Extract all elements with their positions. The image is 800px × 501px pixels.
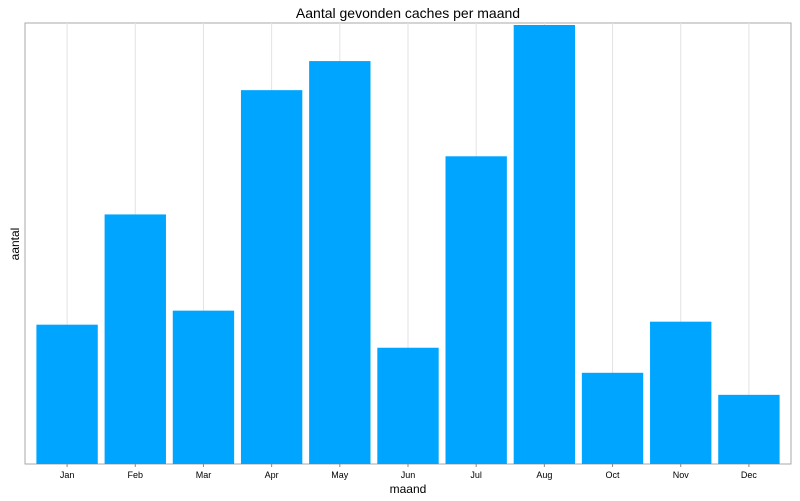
tick-label-nov: Nov [673, 470, 690, 480]
tick-label-apr: Apr [265, 470, 279, 480]
tick-label-jan: Jan [60, 470, 75, 480]
bar-oct [581, 372, 644, 464]
bar-nov [650, 321, 712, 464]
tick-label-aug: Aug [536, 470, 552, 480]
tick-label-mar: Mar [196, 470, 212, 480]
bar-aug [513, 25, 576, 464]
chart-title: Aantal gevonden caches per maand [296, 5, 520, 21]
y-axis-label: aantal [8, 228, 22, 261]
bar-may [309, 61, 371, 465]
bar-feb [104, 214, 166, 464]
tick-label-jul: Jul [470, 470, 482, 480]
tick-label-dec: Dec [741, 470, 758, 480]
bar-apr [240, 90, 303, 464]
tick-label-feb: Feb [128, 470, 144, 480]
bars [36, 25, 780, 465]
tick-label-oct: Oct [606, 470, 621, 480]
tick-label-may: May [331, 470, 349, 480]
bar-jul [445, 156, 507, 465]
x-axis-label: maand [390, 482, 427, 496]
x-axis-ticks: Jan Feb Mar Apr May Jun Jul Aug Oct Nov Dec [60, 464, 758, 480]
bar-jan [36, 324, 98, 464]
bar-dec [718, 394, 780, 464]
bar-jun [377, 347, 439, 464]
bar-mar [172, 310, 235, 464]
tick-label-jun: Jun [401, 470, 416, 480]
